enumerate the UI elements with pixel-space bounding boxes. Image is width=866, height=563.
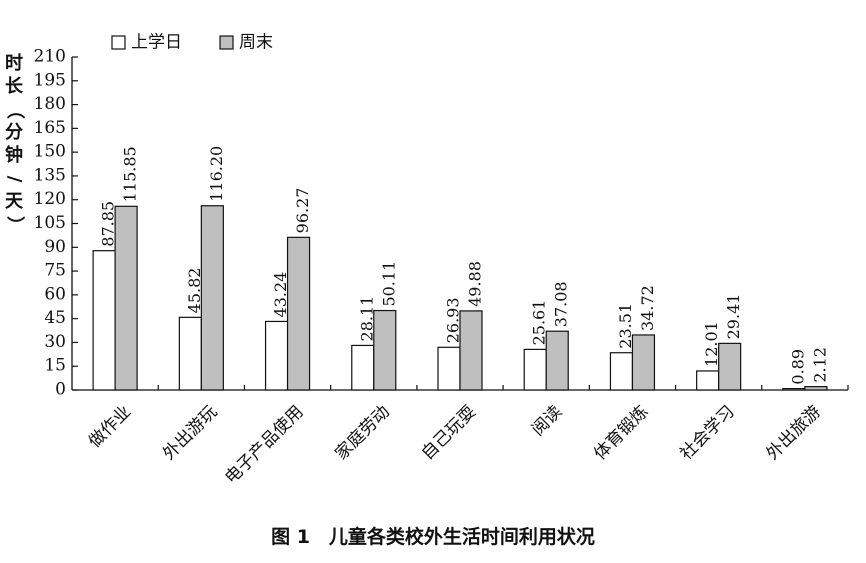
bar-value-label: 28.11 [357, 296, 376, 342]
y-tick-label: 60 [44, 284, 66, 304]
bar-weekend [631, 334, 656, 391]
bar-weekend [718, 342, 742, 391]
bar-value-label: 26.93 [444, 297, 463, 343]
y-tick-label: 90 [44, 237, 66, 257]
x-category-label: 外出旅游 [763, 402, 825, 464]
y-tick-label: 75 [44, 261, 66, 281]
legend-label: 上学日 [131, 33, 182, 53]
bar-weekend [373, 309, 397, 391]
bar-weekend [286, 236, 311, 391]
bar-value-label: 29.41 [724, 294, 743, 340]
bar-schoolday [351, 344, 375, 391]
x-category-label: 阅读 [528, 402, 566, 440]
y-axis-label-char: / [4, 176, 25, 183]
bar-value-label: 45.82 [185, 268, 204, 314]
bar-schoolday [523, 348, 547, 391]
y-tick-label: 135 [34, 165, 66, 185]
legend-label: 周末 [239, 33, 273, 53]
bar-schoolday [178, 316, 202, 391]
bar-value-label: 116.20 [207, 146, 226, 202]
bar-schoolday [782, 387, 806, 391]
y-axis-label-char: 长 [5, 76, 24, 97]
y-tick-label: 120 [34, 189, 66, 209]
y-tick-label: 195 [34, 70, 66, 90]
legend-swatch [111, 35, 126, 50]
y-tick-label: 0 [55, 380, 66, 400]
bar-weekend [545, 330, 569, 391]
bar-value-label: 49.88 [466, 261, 485, 307]
figure-caption: 图 1 儿童各类校外生活时间利用状况 [271, 526, 595, 548]
bar-value-label: 87.85 [99, 201, 118, 247]
y-tick-label: 30 [44, 332, 66, 352]
bar-schoolday [264, 320, 289, 391]
y-axis-label: 时长 （ 分钟 / 天 ） [4, 53, 25, 234]
x-category-label: 电子产品使用 [221, 401, 308, 488]
x-category-label: 社会学习 [676, 402, 738, 464]
y-axis-label-char: 天 [5, 191, 24, 212]
x-category-label: 自己玩耍 [418, 402, 480, 464]
x-category-label: 外出游玩 [159, 402, 221, 464]
bar-value-label: 23.51 [616, 303, 635, 349]
y-axis-label-char: 分 [5, 122, 23, 143]
bar-weekend [114, 205, 138, 391]
y-tick-label: 15 [44, 356, 66, 376]
bar-schoolday [696, 370, 720, 391]
bar-value-label: 25.61 [530, 300, 549, 346]
y-axis-label-char: （ [4, 101, 25, 119]
bar-value-label: 2.12 [810, 347, 829, 383]
bar-value-label: 37.08 [552, 281, 571, 327]
y-tick-label: 105 [34, 213, 66, 233]
y-axis-label-char: 时 [5, 53, 23, 74]
bar-value-label: 43.24 [271, 272, 290, 318]
bar-value-label: 115.85 [121, 146, 140, 202]
legend: 上学日 周末 [111, 33, 273, 53]
y-axis-label-char: 钟 [5, 144, 23, 166]
x-category-label: 体育锻炼 [590, 402, 652, 464]
bar-weekend [459, 310, 483, 391]
y-axis: 0 15 30 45 60 75 90 105 120 135 150 165 180 195 210 [34, 47, 78, 400]
bar-chart: 时长 （ 分钟 / 天 ） 0 15 30 45 60 75 90 105 120 135 150 165 180… [4, 33, 849, 488]
bar-value-label: 0.89 [788, 349, 807, 385]
bar-schoolday [437, 346, 461, 391]
bar-weekend [200, 205, 224, 391]
bar-value-label: 34.72 [638, 285, 657, 331]
y-tick-label: 180 [34, 94, 66, 114]
y-tick-label: 210 [34, 47, 66, 67]
bar-schoolday [92, 250, 116, 391]
bar-value-label: 12.01 [702, 321, 721, 367]
bar-weekend [804, 386, 828, 391]
x-category-label: 家庭劳动 [332, 402, 394, 464]
x-axis: 做作业 外出游玩 电子产品使用 家庭劳动 自己玩耍 阅读 体育锻炼 社会学习 外出旅游 [72, 385, 849, 488]
bar-schoolday [609, 352, 634, 391]
bar-value-label: 50.11 [379, 261, 398, 307]
y-axis-label-char: ） [4, 216, 25, 234]
legend-swatch [219, 35, 234, 50]
y-tick-label: 150 [34, 142, 66, 162]
x-category-label: 做作业 [85, 402, 135, 452]
bar-value-label: 96.27 [293, 188, 312, 234]
y-tick-label: 45 [44, 308, 66, 328]
y-tick-label: 165 [34, 118, 66, 138]
bars: 87.85 45.82 43.24 28.11 26.93 25.61 23.51 12.01… [92, 146, 829, 391]
